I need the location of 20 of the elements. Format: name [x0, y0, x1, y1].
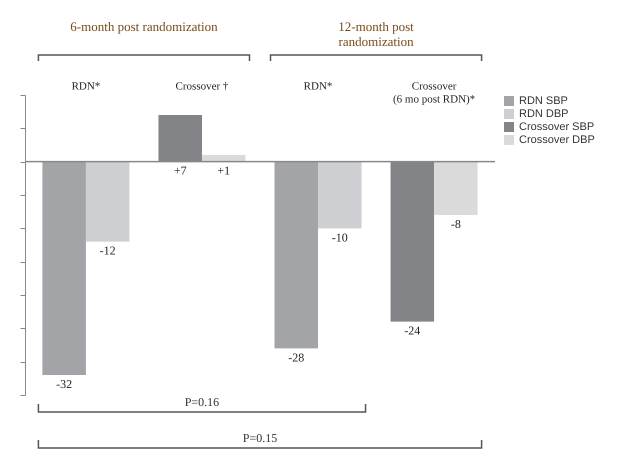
- data-label: -32: [56, 377, 72, 391]
- annotation: P=0.16: [184, 395, 220, 410]
- x-tick-label: RDN*: [304, 80, 332, 92]
- data-label: +7: [174, 164, 187, 178]
- data-label: +1: [217, 164, 230, 178]
- data-label: -8: [450, 217, 461, 231]
- text: 6-month post randomization: [69, 19, 219, 34]
- data-label: -10: [332, 230, 348, 244]
- legend-label: RDN SBP: [519, 95, 568, 107]
- legend-label: RDN DBP: [519, 108, 569, 120]
- legend-label: Crossover SBP: [519, 121, 594, 133]
- legend-label: Crossover DBP: [519, 134, 595, 146]
- x-tick-label: Crossover †: [176, 80, 229, 92]
- data-label: -12: [100, 244, 116, 258]
- x-tick-label: Crossover (6 mo post RDN)*: [392, 80, 476, 106]
- x-tick-label: RDN*: [72, 80, 100, 92]
- data-label: -28: [288, 350, 304, 364]
- text: 12-month post randomization: [337, 19, 415, 49]
- data-label: -24: [404, 324, 420, 338]
- text: P=0.15: [242, 431, 278, 446]
